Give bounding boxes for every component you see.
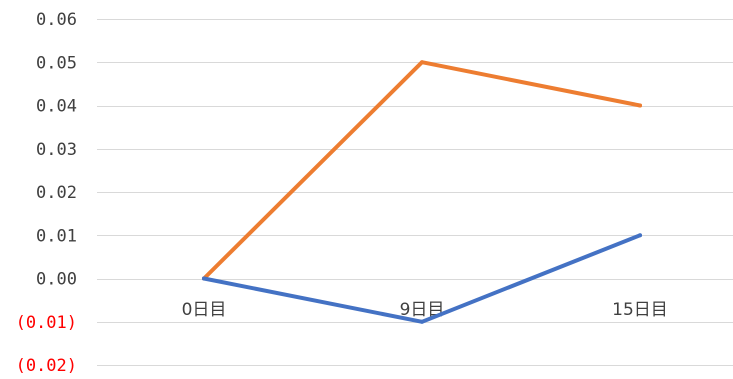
y-tick-label: 0.00 [36,270,77,290]
y-tick-label: 0.04 [36,97,77,117]
series-line-1 [202,60,642,281]
x-tick-label: 15日目 [612,300,668,320]
y-tick-label: (0.01) [16,313,77,333]
y-tick-label: 0.05 [36,53,77,73]
y-tick-label: (0.02) [16,356,77,376]
y-tick-label: 0.01 [36,226,77,246]
data-point [202,276,206,281]
y-axis-tick-labels: 0.06 0.05 0.04 0.03 0.02 0.01 0.00 (0.01) (0.02) [16,10,77,376]
data-point [420,60,424,65]
data-point [638,103,642,108]
x-axis-tick-labels: 0日目 9日目 15日目 [182,300,668,320]
series-lines [202,60,642,324]
y-tick-label: 0.06 [36,10,77,30]
data-point [420,319,424,324]
x-tick-label: 0日目 [182,300,227,320]
y-tick-label: 0.02 [36,183,77,203]
y-tick-label: 0.03 [36,140,77,160]
x-tick-label: 9日目 [400,300,445,320]
data-point [638,233,642,238]
